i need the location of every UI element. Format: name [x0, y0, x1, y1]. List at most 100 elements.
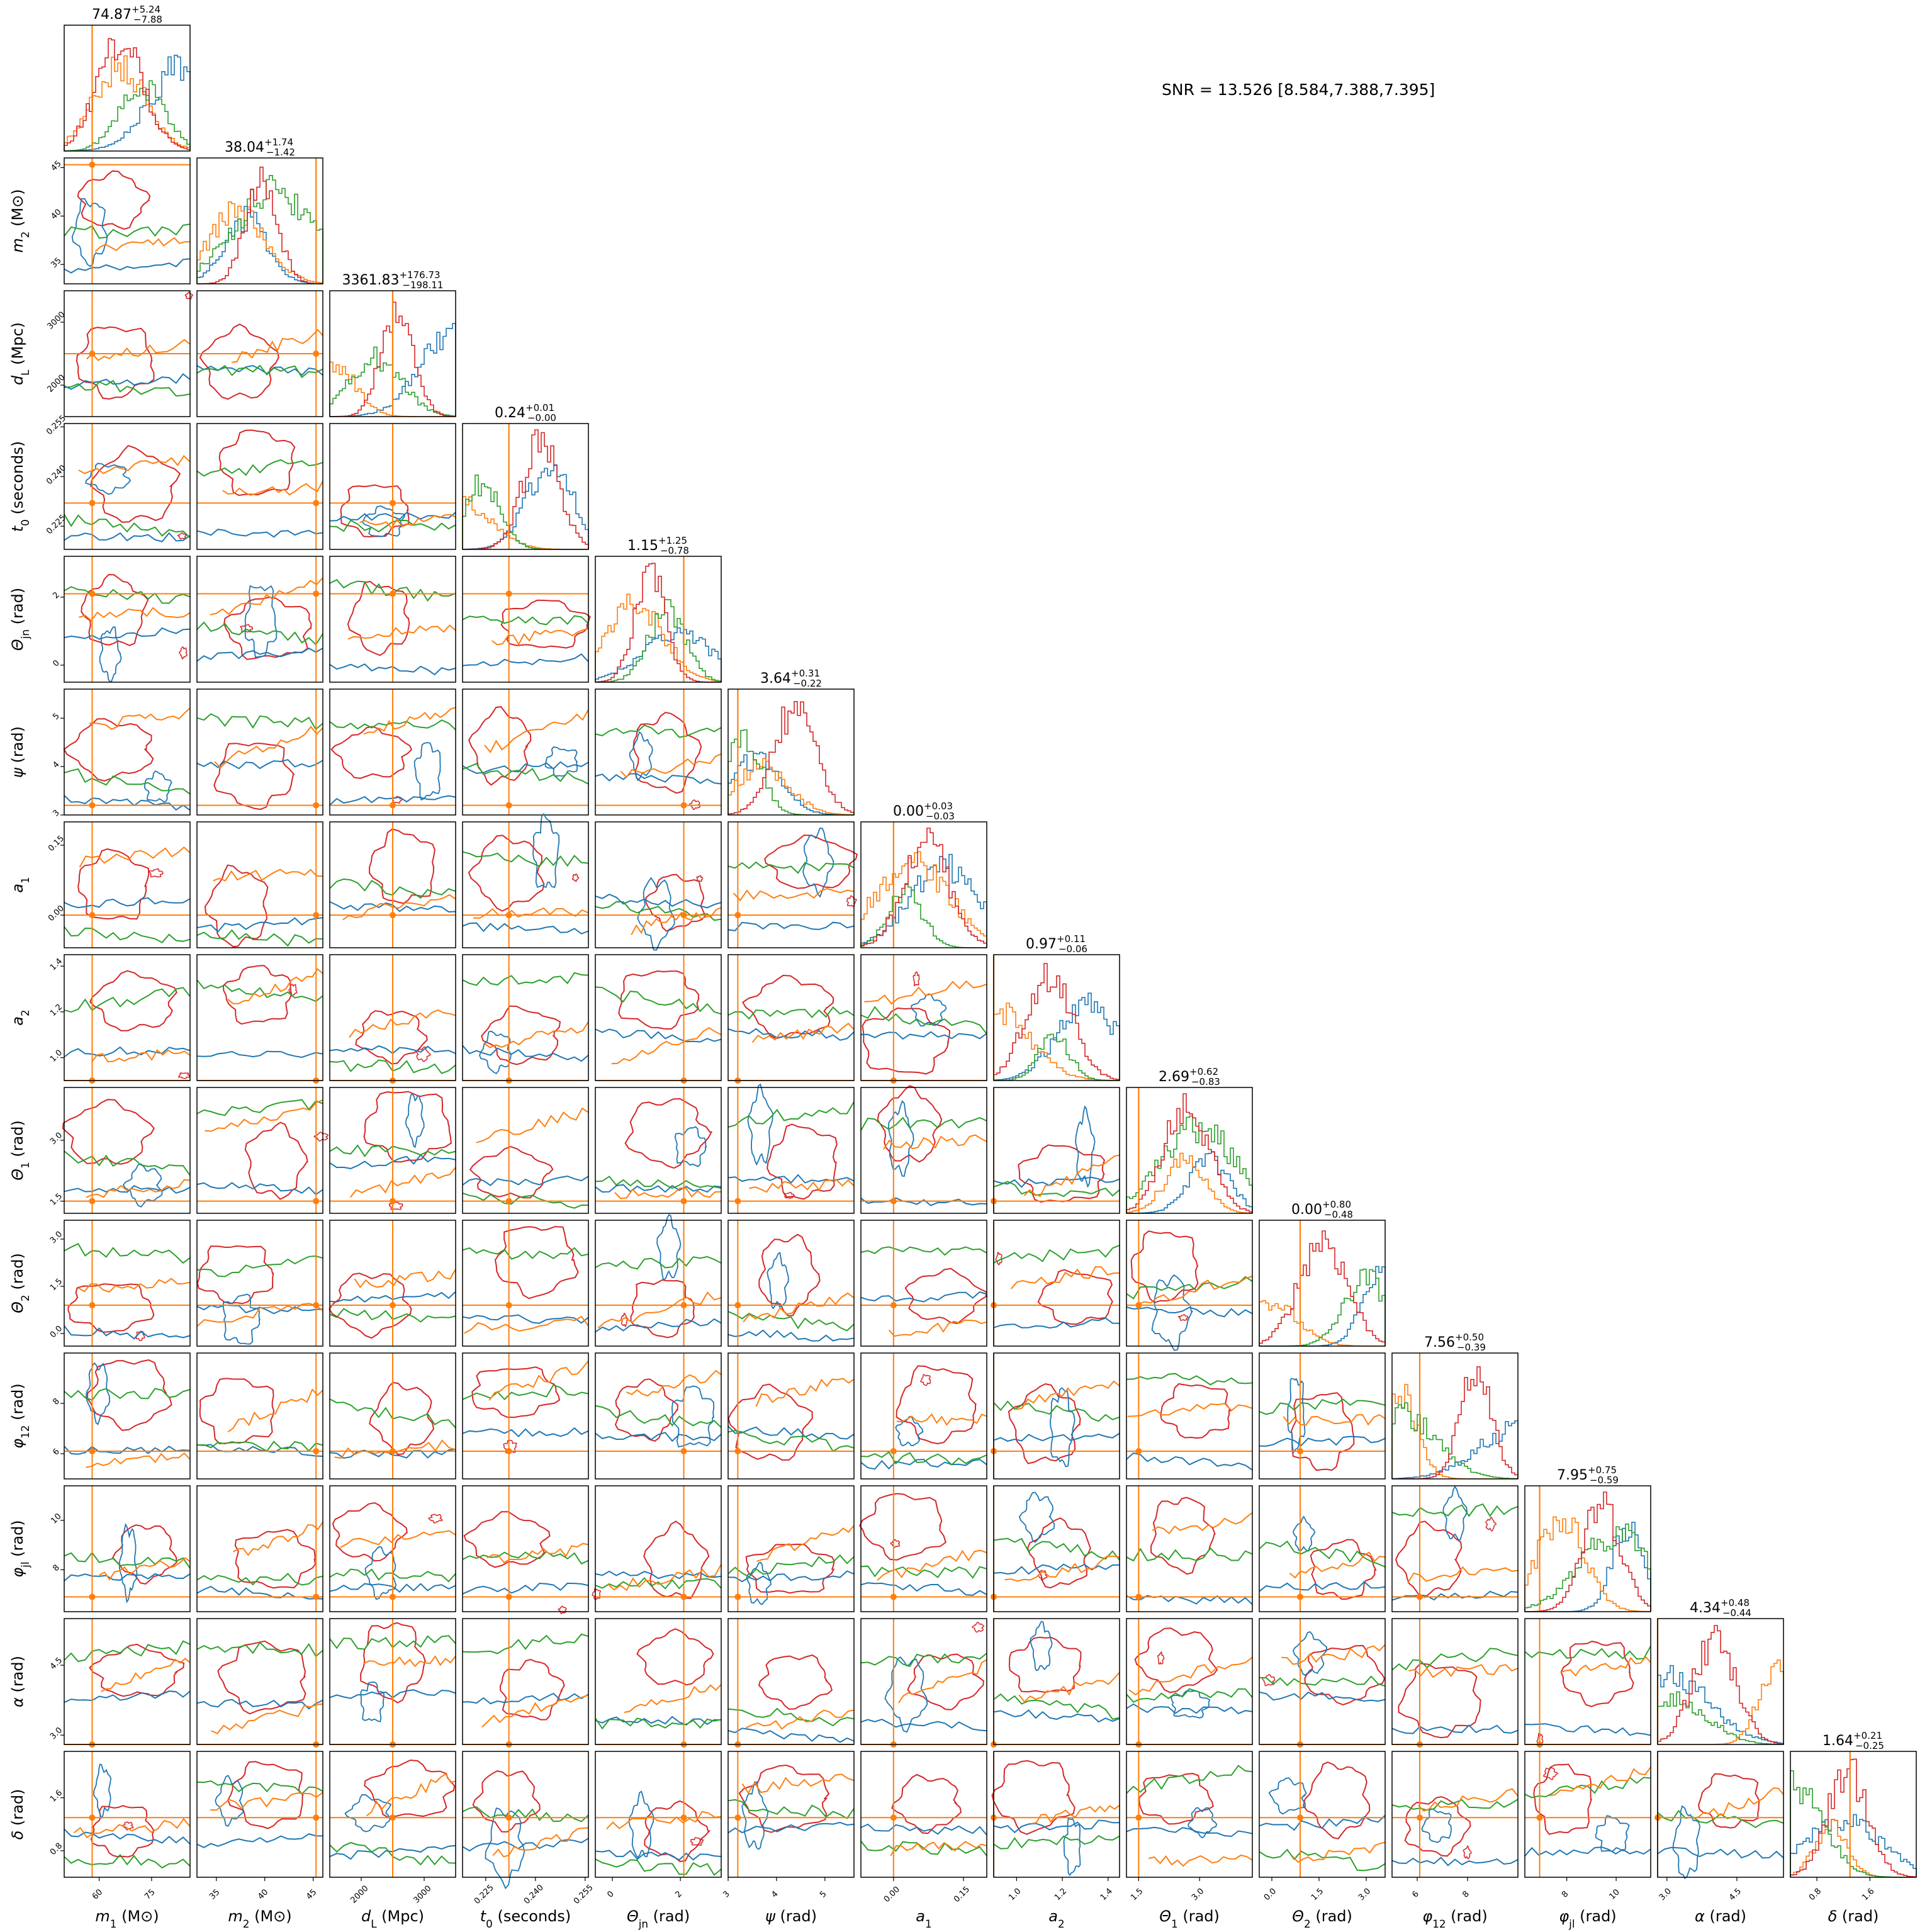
contour-series-2: [462, 1633, 589, 1654]
contour-series-1: [354, 1269, 456, 1289]
contour-series-3: [217, 1640, 306, 1715]
contour-series-1: [1148, 1854, 1253, 1867]
panel-9-3: [462, 1220, 589, 1347]
contour-series-2: [462, 1192, 588, 1209]
param-title: 7.95+0.75 −0.59: [1557, 1464, 1619, 1486]
contour-series-2: [64, 1242, 191, 1264]
contour-series-3: [463, 1511, 551, 1568]
contour-series-3: [1018, 1144, 1106, 1203]
contour-series-1: [91, 1049, 191, 1063]
panel-4-2: [329, 556, 456, 683]
panel-frame: [727, 1352, 855, 1480]
contour-series-0: [462, 1838, 589, 1852]
contour-series-2: [196, 929, 323, 947]
contour-series-3-island: [846, 895, 857, 907]
contour-series-1: [484, 1021, 589, 1048]
contour-series-0-blob: [222, 1293, 261, 1345]
panel-13-1: 35 40 45: [196, 1751, 323, 1902]
panel-10-3: [462, 1352, 589, 1480]
contour-series-0-blob: [1268, 1777, 1307, 1815]
contour-series-0: [595, 1184, 722, 1193]
contour-series-2: [727, 1799, 855, 1819]
panel-8-3: [462, 1087, 589, 1214]
contour-series-0: [64, 532, 191, 542]
panel-frame: [993, 1618, 1120, 1745]
param-title: 0.00+0.80 −0.48: [1291, 1199, 1353, 1220]
truth-marker: [313, 1448, 320, 1454]
contour-series-1: [366, 1773, 456, 1817]
panel-frame: [462, 954, 589, 1081]
panel-12-3: [462, 1618, 589, 1748]
panel-5-5: 3.64+0.31 −0.22: [727, 668, 855, 816]
y-tick-label: 8: [51, 1563, 61, 1573]
contour-series-0: [1259, 1814, 1386, 1831]
contour-series-0: [1126, 1452, 1253, 1471]
panel-frame: [462, 1220, 589, 1347]
panel-11-10: [1391, 1485, 1519, 1612]
x-tick-label: 5: [818, 1889, 828, 1899]
contour-series-0-blob: [629, 731, 653, 782]
panel-10-1: [196, 1352, 323, 1480]
y-tick-label: 3.0: [48, 1131, 64, 1147]
truth-marker: [734, 912, 741, 919]
hist-series-2: [595, 598, 722, 683]
contour-series-0-blob: [405, 1092, 425, 1149]
x-axis-label-0: m1 (M⊙): [95, 1907, 159, 1930]
y-tick-label: 3.0: [48, 1726, 64, 1741]
contour-series-1: [89, 707, 191, 730]
x-axis-label-11: φjl (rad): [1559, 1907, 1616, 1930]
contour-series-2: [64, 1388, 191, 1401]
panel-9-6: [860, 1220, 989, 1347]
panel-frame: [329, 290, 456, 417]
contour-series-2: [1391, 1503, 1519, 1517]
contour-series-0: [727, 1028, 855, 1041]
contour-series-2: [860, 1451, 987, 1466]
panel-13-7: 1.0 1.2 1.4: [991, 1751, 1120, 1902]
panel-6-2: [329, 821, 456, 948]
contour-series-3-island: [1543, 1767, 1559, 1780]
truth-marker: [1135, 1448, 1142, 1454]
contour-series-1: [101, 1658, 191, 1692]
contour-series-3: [227, 1761, 305, 1829]
contour-series-0-blob: [479, 1030, 512, 1075]
contour-series-3-island: [1262, 1674, 1276, 1687]
contour-series-3: [758, 1654, 833, 1710]
contour-series-3: [907, 1653, 984, 1710]
contour-series-0-blob: [1672, 1805, 1701, 1880]
panel-5-4: [595, 688, 722, 816]
param-title: 74.87+5.24 −7.88: [92, 4, 162, 25]
contour-series-2: [64, 1150, 191, 1176]
contour-series-2: [1126, 1276, 1253, 1300]
contour-series-1: [363, 1655, 456, 1668]
x-axis-label-4: Θjn (rad): [627, 1907, 690, 1930]
truth-marker: [390, 1448, 396, 1454]
x-tick-label: 0.255: [572, 1883, 595, 1906]
panel-13-13: 1.64+0.21 −0.25 0.8 1.6: [1790, 1730, 1917, 1902]
x-tick-label: 3: [721, 1889, 731, 1899]
truth-marker: [734, 1448, 741, 1454]
panel-7-1: [196, 954, 323, 1084]
contour-series-2: [993, 1181, 1120, 1198]
panel-10-7: [991, 1352, 1120, 1480]
contour-series-3-island: [690, 1836, 704, 1846]
hist-series-0: [64, 55, 191, 152]
contour-series-3: [1404, 1796, 1471, 1857]
truth-marker: [680, 802, 687, 809]
contour-series-3-island: [1157, 1651, 1165, 1665]
panel-6-1: [196, 821, 323, 948]
contour-series-0-blob: [413, 742, 441, 801]
hist-series-2: [994, 1033, 1120, 1081]
contour-series-1: [94, 237, 191, 252]
contour-series-1: [486, 1542, 589, 1564]
contour-series-2: [196, 364, 323, 378]
y-axis-label-4: Θjn (rad): [9, 588, 31, 651]
panel-9-5: [727, 1220, 855, 1347]
panel-frame: [1790, 1751, 1917, 1878]
contour-series-0: [993, 1709, 1120, 1723]
param-title: 1.64+0.21 −0.25: [1822, 1730, 1884, 1751]
panel-8-8: 2.69+0.62 −0.83: [1126, 1066, 1253, 1214]
panel-frame: [1524, 1485, 1651, 1612]
contour-series-1: [755, 1378, 855, 1407]
hist-series-1: [1524, 1516, 1651, 1612]
